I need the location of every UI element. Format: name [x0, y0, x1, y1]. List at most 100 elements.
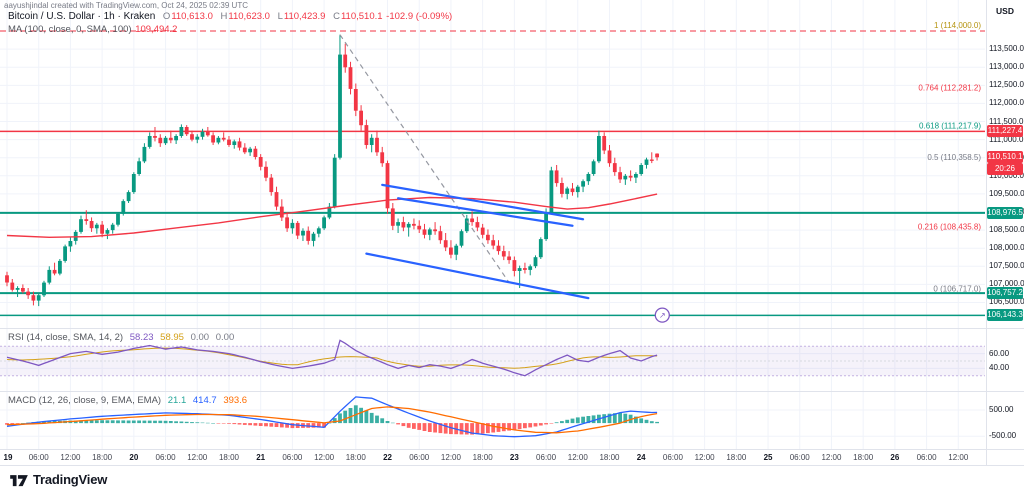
candle-body — [264, 166, 268, 178]
rsi-line — [6, 339, 658, 377]
currency-label[interactable]: USD — [996, 6, 1014, 16]
histogram-bar — [116, 420, 120, 424]
histogram-bar — [89, 420, 94, 424]
candle-body — [623, 175, 628, 180]
candle-body — [10, 282, 15, 290]
histogram-bar — [486, 423, 490, 434]
histogram-bar — [359, 407, 363, 424]
macd-indicator-title[interactable]: MACD (12, 26, close, 9, EMA, EMA) — [8, 395, 162, 406]
histogram-bar — [338, 413, 342, 424]
ohlc-low-value: 110,423.9 — [283, 11, 326, 22]
ma-indicator-title[interactable]: MA (100, close, 0, SMA, 100) — [8, 24, 132, 35]
candle-body — [359, 110, 363, 126]
candle-body — [412, 223, 416, 226]
histogram-bar — [560, 421, 564, 424]
candle-body — [258, 157, 263, 167]
histogram-bar — [639, 418, 644, 424]
trendline[interactable] — [396, 197, 574, 227]
time-axis-label: 06:00 — [536, 453, 557, 462]
candle-body — [480, 227, 485, 235]
histogram-bar — [385, 421, 390, 424]
candle-body — [570, 188, 575, 193]
candle-body — [147, 136, 152, 147]
histogram-bar — [311, 423, 316, 428]
candle-body — [338, 54, 342, 158]
candle-body — [316, 228, 321, 234]
time-axis-label: 06:00 — [282, 453, 303, 462]
dashed-trendline[interactable] — [339, 34, 510, 283]
histogram-bar — [332, 418, 337, 424]
tradingview-logo-link[interactable]: TradingView — [10, 472, 107, 487]
ohlc-close-value: 110,510.1 — [340, 11, 383, 22]
time-axis-label: 12:00 — [440, 453, 461, 462]
rsi-ma-value: 58.95 — [160, 332, 184, 343]
candle-body — [512, 260, 517, 271]
candles-layer — [5, 34, 659, 307]
axis-tick-label: 111,500.0 — [989, 116, 1024, 126]
footer-bar: TradingView — [0, 465, 1024, 493]
trendline[interactable] — [365, 252, 590, 300]
histogram-bar — [533, 423, 538, 427]
candle-body — [396, 222, 400, 226]
candle-body — [137, 161, 141, 174]
ohlc-change: -102.9 (-0.09%) — [386, 11, 453, 22]
candle-body — [195, 136, 200, 140]
ohlc-high-label: H — [220, 11, 228, 22]
histogram-bar — [581, 416, 585, 424]
candle-body — [163, 137, 168, 144]
histogram-bar — [507, 423, 511, 431]
histogram-bar — [126, 420, 131, 424]
candle-body — [644, 159, 649, 165]
histogram-bar — [274, 423, 279, 427]
histogram-bar — [607, 413, 612, 424]
histogram-bar — [591, 415, 596, 424]
candle-body — [470, 218, 474, 223]
symbol-title[interactable]: Bitcoin / U.S. Dollar · 1h · Kraken — [8, 11, 156, 22]
trendline[interactable] — [381, 183, 585, 221]
sticker-icon[interactable] — [654, 307, 670, 323]
rsi-indicator-title[interactable]: RSI (14, close, SMA, 14, 2) — [8, 332, 124, 343]
tradingview-logo-icon — [10, 475, 28, 487]
histogram-bar — [369, 412, 374, 424]
candle-body — [15, 288, 20, 290]
histogram-bar — [612, 413, 617, 424]
histogram-bar — [316, 423, 321, 428]
histogram-bar — [649, 421, 654, 424]
histogram-bar — [279, 423, 284, 428]
time-axis[interactable]: 19 06:00 12:00 18:00 20 06:00 12:00 18:00 21 06:0… — [0, 450, 986, 465]
time-axis-label: 18:00 — [218, 453, 239, 462]
candle-body — [142, 146, 147, 162]
candle-body — [597, 136, 601, 162]
candle-body — [602, 136, 607, 151]
candle-body — [205, 131, 210, 136]
histogram-bar — [100, 420, 104, 424]
candle-body — [84, 219, 89, 221]
histogram-bar — [205, 422, 210, 424]
chart-canvas[interactable]: 1 (114,000.0) 0.764 (112,281.2) 0.618 (111… — [0, 0, 1024, 465]
histogram-bar — [449, 423, 453, 435]
histogram-bar — [190, 422, 194, 424]
histogram-bar — [438, 423, 443, 434]
ohlc-open-label: O — [162, 11, 171, 22]
axis-tick-label: 500.00 — [989, 405, 1014, 415]
candle-body — [634, 174, 638, 178]
histogram-bar — [121, 420, 126, 424]
price-badge: 108,976.5 — [987, 206, 1023, 219]
price-axis[interactable]: USD 113,500.0 113,000.0 112,500.0 112,000.0… — [986, 0, 1024, 465]
histogram-bar — [94, 420, 99, 424]
candle-body — [290, 222, 295, 229]
histogram-bar — [343, 410, 348, 424]
histogram-bar — [253, 423, 258, 426]
candle-body — [575, 186, 580, 193]
candle-body — [253, 148, 258, 157]
candle-body — [649, 159, 654, 161]
candle-body — [158, 137, 163, 144]
histogram-bar — [84, 420, 89, 424]
histogram-bar — [634, 416, 638, 424]
candle-body — [227, 139, 231, 145]
histogram-bar — [137, 420, 141, 424]
histogram-bar — [464, 423, 469, 435]
histogram-bar — [211, 423, 215, 424]
macd-legend: MACD (12, 26, close, 9, EMA, EMA) 21.1 4… — [8, 395, 247, 406]
